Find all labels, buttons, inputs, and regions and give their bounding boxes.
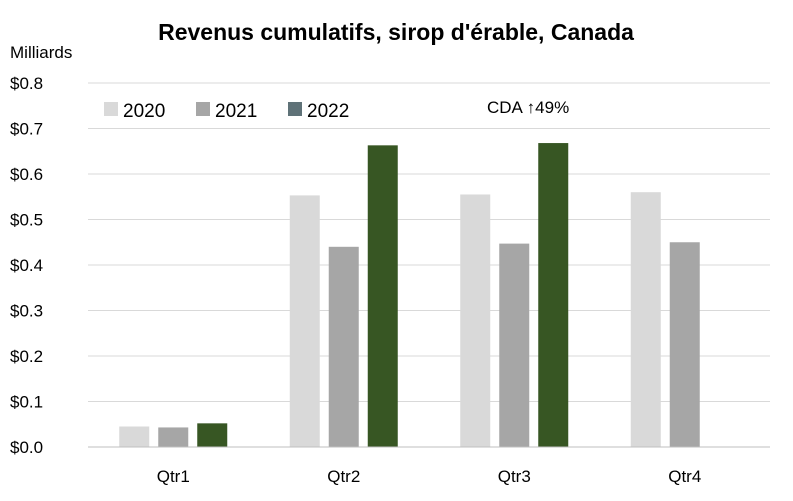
x-category-label: Qtr1 bbox=[157, 467, 190, 486]
bar-2021-Qtr2 bbox=[328, 246, 359, 447]
y-tick-label: $0.3 bbox=[10, 302, 43, 321]
legend-swatch-2022 bbox=[288, 102, 302, 116]
chart-title: Revenus cumulatifs, sirop d'érable, Cana… bbox=[158, 19, 634, 45]
bar-2020-Qtr1 bbox=[119, 426, 150, 447]
legend-swatch-2020 bbox=[104, 102, 118, 116]
bar-2020-Qtr2 bbox=[289, 195, 320, 447]
y-tick-label: $0.0 bbox=[10, 438, 43, 457]
x-category-label: Qtr2 bbox=[327, 467, 360, 486]
bar-2022-Qtr1 bbox=[197, 423, 228, 447]
bars bbox=[119, 143, 700, 447]
legend-label-2021: 2021 bbox=[215, 101, 257, 122]
bar-2020-Qtr4 bbox=[630, 192, 661, 447]
y-tick-label: $0.7 bbox=[10, 120, 43, 139]
legend-swatch-2021 bbox=[196, 102, 210, 116]
bar-2021-Qtr3 bbox=[499, 243, 530, 447]
cda-annotation: CDA ↑49% bbox=[487, 98, 569, 117]
legend-label-2022: 2022 bbox=[307, 101, 349, 122]
y-tick-label: $0.1 bbox=[10, 393, 43, 412]
y-tick-label: $0.6 bbox=[10, 165, 43, 184]
y-tick-label: $0.8 bbox=[10, 74, 43, 93]
y-tick-label: $0.2 bbox=[10, 347, 43, 366]
x-category-label: Qtr3 bbox=[498, 467, 531, 486]
x-axis-categories: Qtr1 Qtr2 Qtr3 Qtr4 bbox=[157, 467, 702, 486]
bar-2022-Qtr2 bbox=[367, 145, 398, 447]
y-unit-label: Milliards bbox=[10, 43, 72, 62]
x-category-label: Qtr4 bbox=[668, 467, 701, 486]
bar-2022-Qtr3 bbox=[538, 143, 569, 447]
y-tick-label: $0.4 bbox=[10, 256, 43, 275]
bar-2020-Qtr3 bbox=[460, 194, 491, 447]
bar-2021-Qtr4 bbox=[669, 242, 700, 447]
legend-label-2020: 2020 bbox=[123, 101, 165, 122]
gridlines bbox=[88, 82, 770, 402]
y-axis-ticks: $0.0 $0.1 $0.2 $0.3 $0.4 $0.5 $0.6 $0.7 $0.8 bbox=[10, 74, 43, 457]
legend: 2020 2021 2022 bbox=[104, 101, 349, 122]
bar-2021-Qtr1 bbox=[158, 427, 189, 447]
y-tick-label: $0.5 bbox=[10, 211, 43, 230]
